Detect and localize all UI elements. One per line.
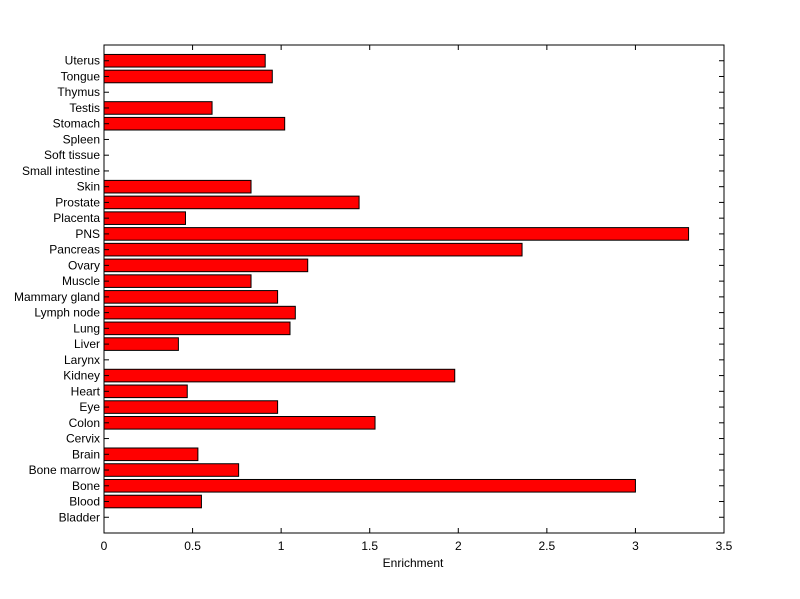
bar-kidney: [103, 368, 456, 383]
bar-bone-marrow: [103, 463, 240, 477]
bar-heart: [103, 384, 188, 399]
category-label: Bone marrow: [29, 463, 101, 477]
bar-lymph-node: [103, 305, 296, 320]
category-label: Thymus: [57, 85, 100, 99]
bar-skin: [103, 179, 252, 194]
bar-muscle: [103, 274, 252, 288]
bars-group: [103, 53, 690, 509]
bar-pancreas: [103, 242, 523, 257]
category-label: Kidney: [63, 369, 100, 383]
x-tick-label: 2.5: [539, 539, 556, 553]
category-label: Colon: [69, 416, 100, 430]
category-label: Lymph node: [34, 306, 100, 320]
bar-testis: [103, 101, 213, 115]
category-label: Lung: [73, 321, 100, 335]
category-label: Liver: [74, 337, 100, 351]
bar-colon: [103, 416, 376, 430]
category-label: Mammary gland: [14, 290, 100, 304]
x-tick-label: 2: [455, 539, 462, 553]
category-label: Stomach: [53, 117, 100, 131]
category-label: Cervix: [66, 432, 100, 446]
category-label: Bone: [72, 479, 100, 493]
category-label: Blood: [69, 495, 100, 509]
category-label: Brain: [72, 447, 100, 461]
category-label: Soft tissue: [44, 148, 100, 162]
ticks-group: [103, 45, 725, 533]
bar-uterus: [103, 53, 266, 68]
category-label: Skin: [77, 180, 100, 194]
x-tick-label: 0: [101, 539, 108, 553]
x-tick-label: 0.5: [184, 539, 201, 553]
bar-lung: [103, 321, 291, 336]
category-label: Testis: [69, 101, 100, 115]
bar-pns: [103, 227, 690, 241]
bar-ovary: [103, 258, 309, 273]
bar-bone: [103, 478, 636, 493]
category-label: Muscle: [62, 274, 100, 288]
category-label: Uterus: [65, 54, 100, 68]
x-tick-label: 3.5: [716, 539, 733, 553]
bar-blood: [103, 494, 202, 509]
category-label: Larynx: [64, 353, 100, 367]
category-label: Bladder: [59, 510, 100, 524]
bar-eye: [103, 400, 279, 414]
category-label: Ovary: [68, 258, 100, 272]
bar-liver: [103, 337, 179, 351]
bar-brain: [103, 447, 199, 462]
category-label: PNS: [75, 227, 100, 241]
category-label: Prostate: [55, 195, 100, 209]
x-tick-label: 1.5: [361, 539, 378, 553]
x-tick-labels-group: 0 0.5 1 1.5 2 2.5 3 3.5: [101, 539, 733, 553]
category-label: Pancreas: [49, 243, 100, 257]
bar-stomach: [103, 116, 286, 131]
bar-placenta: [103, 211, 186, 225]
bar-mammary-gland: [103, 290, 279, 304]
x-axis-label: Enrichment: [383, 556, 444, 570]
category-label: Placenta: [53, 211, 100, 225]
bar-prostate: [103, 195, 360, 210]
category-label: Small intestine: [22, 164, 100, 178]
category-label: Spleen: [63, 132, 100, 146]
category-label: Tongue: [61, 69, 101, 83]
x-tick-label: 3: [632, 539, 639, 553]
bar-tongue: [103, 69, 273, 84]
category-label: Eye: [79, 400, 100, 414]
category-label: Heart: [71, 384, 101, 398]
x-tick-label: 1: [278, 539, 285, 553]
